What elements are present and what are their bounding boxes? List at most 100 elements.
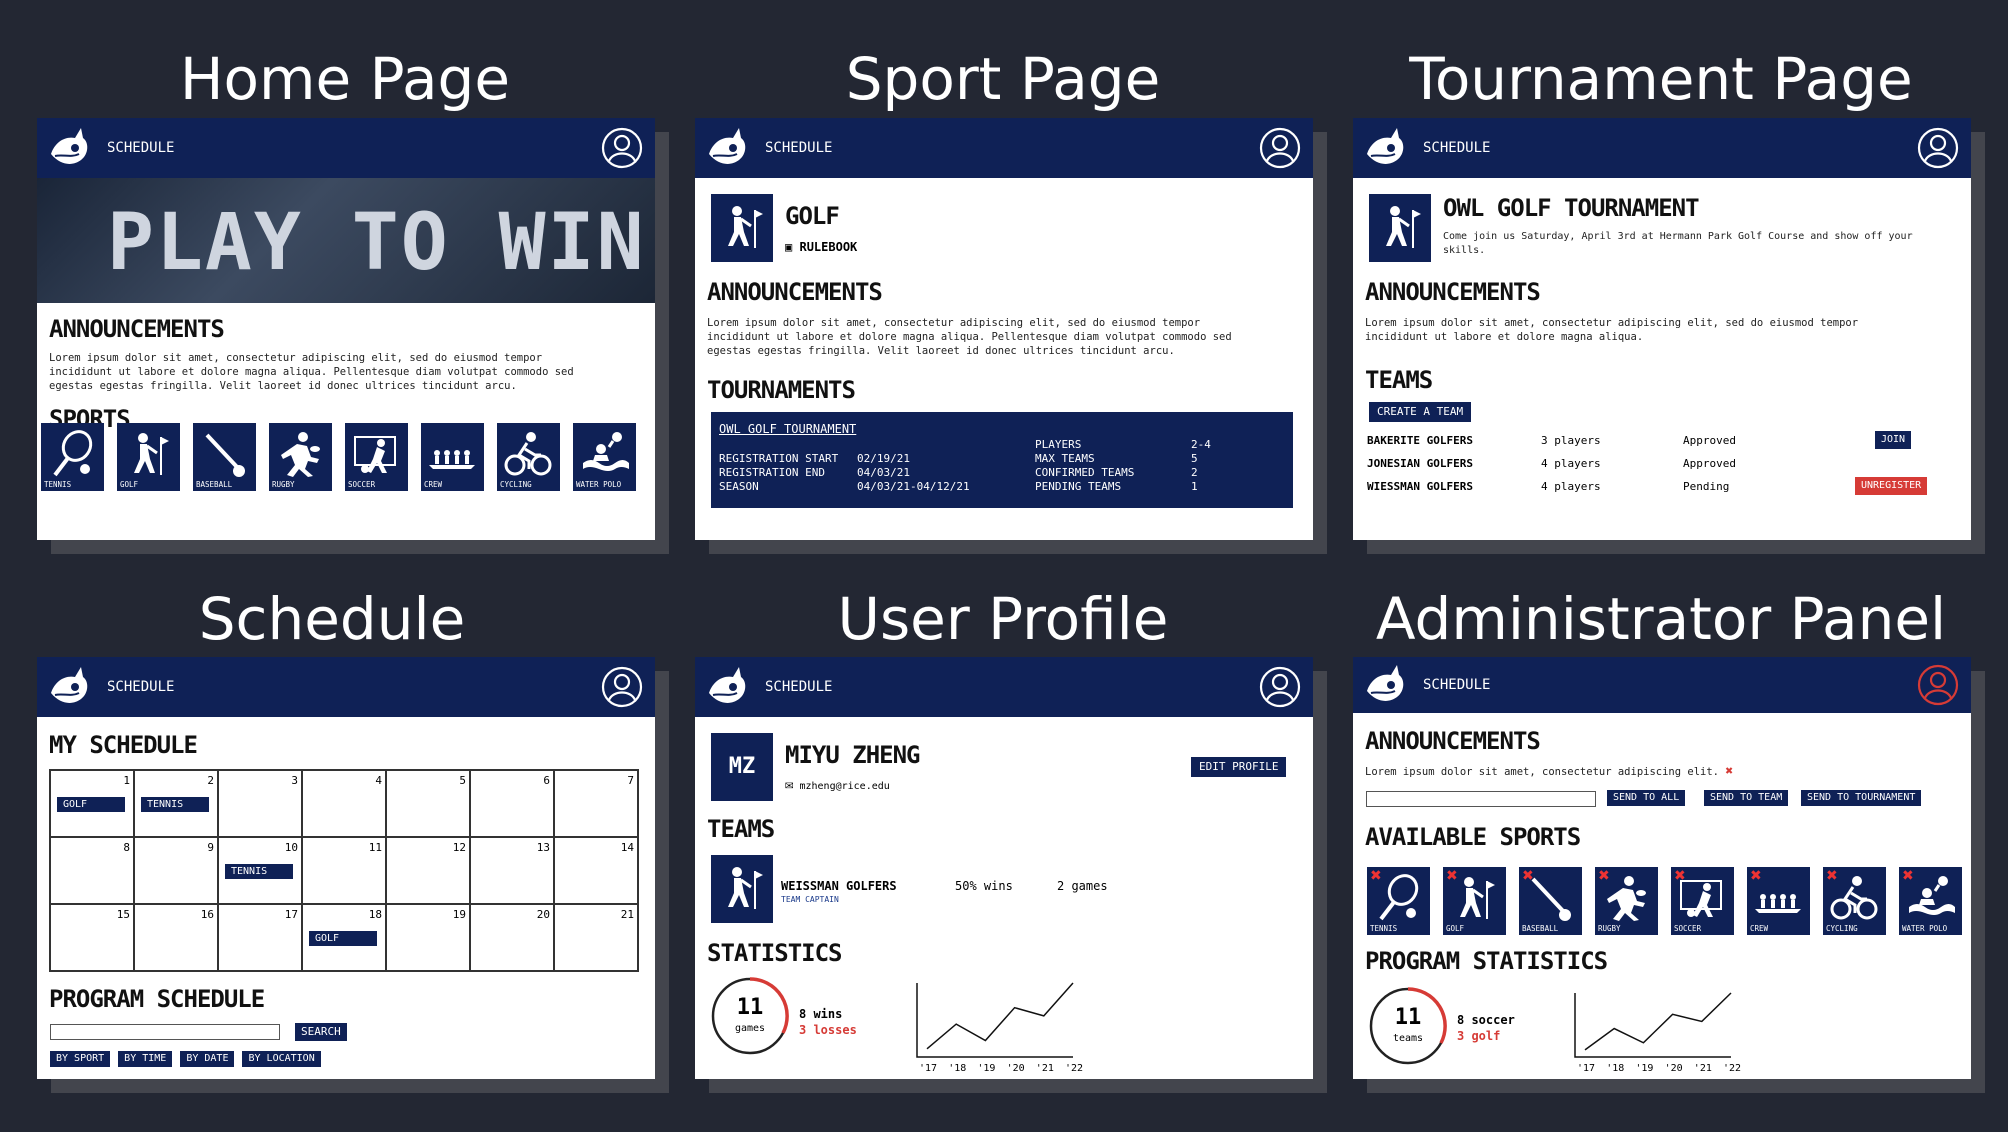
remove-sport-icon[interactable]: ✖ bbox=[1674, 868, 1686, 884]
remove-sport-icon[interactable]: ✖ bbox=[1826, 868, 1838, 884]
sport-tile-tennis[interactable]: TENNIS bbox=[41, 423, 104, 491]
calendar-day[interactable]: 1 GOLF bbox=[49, 769, 135, 838]
calendar-day[interactable]: 15 bbox=[49, 903, 135, 972]
sport-tile-cycling[interactable]: CYCLING bbox=[497, 423, 560, 491]
schedule-link[interactable]: SCHEDULE bbox=[765, 679, 833, 695]
schedule-link[interactable]: SCHEDULE bbox=[107, 679, 175, 695]
sport-tile-water-polo[interactable]: WATER POLO bbox=[573, 423, 636, 491]
edit-profile-button[interactable]: EDIT PROFILE bbox=[1191, 757, 1287, 777]
owl-logo-icon[interactable] bbox=[1361, 124, 1409, 172]
user-icon[interactable] bbox=[1259, 666, 1301, 708]
calendar-day[interactable]: 10 TENNIS bbox=[217, 836, 303, 905]
sport-tile-water-polo[interactable]: WATER POLO ✖ bbox=[1899, 867, 1962, 935]
sport-tile-golf[interactable]: GOLF ✖ bbox=[1443, 867, 1506, 935]
home-page-title: Home Page bbox=[179, 45, 511, 113]
calendar-day[interactable]: 13 bbox=[469, 836, 555, 905]
tournament-page-title: Tournament Page bbox=[1409, 45, 1913, 113]
team-name[interactable]: WEISSMAN GOLFERS bbox=[781, 879, 897, 893]
remove-sport-icon[interactable]: ✖ bbox=[1902, 868, 1914, 884]
day-number: 4 bbox=[375, 774, 382, 787]
remove-sport-icon[interactable]: ✖ bbox=[1522, 868, 1534, 884]
calendar-day[interactable]: 18 GOLF bbox=[301, 903, 387, 972]
golf-icon bbox=[1369, 194, 1431, 262]
sport-tile-soccer[interactable]: SOCCER bbox=[345, 423, 408, 491]
sport-tile-tennis[interactable]: TENNIS ✖ bbox=[1367, 867, 1430, 935]
calendar-day[interactable]: 3 bbox=[217, 769, 303, 838]
rugby-icon bbox=[1607, 876, 1646, 921]
filter-by-time-button[interactable]: BY TIME bbox=[118, 1051, 173, 1067]
search-input[interactable] bbox=[50, 1024, 280, 1040]
tournament-name-link[interactable]: OWL GOLF TOURNAMENT bbox=[719, 422, 857, 436]
send-to-all-button[interactable]: SEND TO ALL bbox=[1607, 790, 1686, 806]
schedule-link[interactable]: SCHEDULE bbox=[1423, 677, 1491, 693]
chart-axes bbox=[916, 983, 1073, 1058]
filter-by-location-button[interactable]: BY LOCATION bbox=[242, 1051, 321, 1067]
team-status: Approved bbox=[1683, 457, 1736, 470]
calendar-day[interactable]: 20 bbox=[469, 903, 555, 972]
sport-tile-golf[interactable]: GOLF bbox=[117, 423, 180, 491]
sport-tile-label: GOLF bbox=[1446, 924, 1465, 933]
filter-by-sport-button[interactable]: BY SPORT bbox=[50, 1051, 111, 1067]
calendar-day[interactable]: 11 bbox=[301, 836, 387, 905]
remove-sport-icon[interactable]: ✖ bbox=[1446, 868, 1458, 884]
calendar-day[interactable]: 14 bbox=[553, 836, 639, 905]
calendar-event[interactable]: TENNIS bbox=[141, 797, 209, 812]
schedule-link[interactable]: SCHEDULE bbox=[765, 140, 833, 156]
calendar-day[interactable]: 8 bbox=[49, 836, 135, 905]
unregister-button[interactable]: UNREGISTER bbox=[1855, 477, 1928, 495]
calendar-day[interactable]: 6 bbox=[469, 769, 555, 838]
user-icon[interactable] bbox=[1259, 127, 1301, 169]
calendar-event[interactable]: TENNIS bbox=[225, 864, 293, 879]
calendar-day[interactable]: 19 bbox=[385, 903, 471, 972]
owl-logo-icon[interactable] bbox=[45, 663, 93, 711]
remove-sport-icon[interactable]: ✖ bbox=[1598, 868, 1610, 884]
search-button[interactable]: SEARCH bbox=[295, 1023, 347, 1041]
sport-tile-baseball[interactable]: BASEBALL bbox=[193, 423, 256, 491]
chart-series-line bbox=[1584, 992, 1732, 1051]
join-button[interactable]: JOIN bbox=[1875, 431, 1912, 449]
calendar-day[interactable]: 21 bbox=[553, 903, 639, 972]
admin-user-icon[interactable] bbox=[1917, 664, 1959, 706]
calendar-day[interactable]: 12 bbox=[385, 836, 471, 905]
owl-logo-icon[interactable] bbox=[1361, 661, 1409, 709]
send-to-team-button[interactable]: SEND TO TEAM bbox=[1704, 790, 1789, 806]
calendar-day[interactable]: 16 bbox=[133, 903, 219, 972]
calendar-day[interactable]: 17 bbox=[217, 903, 303, 972]
sport-tile-crew[interactable]: CREW ✖ bbox=[1747, 867, 1810, 935]
day-number: 2 bbox=[207, 774, 214, 787]
owl-logo-icon[interactable] bbox=[703, 663, 751, 711]
remove-sport-icon[interactable]: ✖ bbox=[1370, 868, 1382, 884]
sport-tile-rugby[interactable]: RUGBY bbox=[269, 423, 332, 491]
calendar-event[interactable]: GOLF bbox=[57, 797, 125, 812]
schedule-link[interactable]: SCHEDULE bbox=[1423, 140, 1491, 156]
calendar-day[interactable]: 5 bbox=[385, 769, 471, 838]
day-number: 8 bbox=[123, 841, 130, 854]
sport-tile-label: SOCCER bbox=[1674, 924, 1702, 933]
calendar-day[interactable]: 7 bbox=[553, 769, 639, 838]
user-icon[interactable] bbox=[601, 666, 643, 708]
calendar-day[interactable]: 2 TENNIS bbox=[133, 769, 219, 838]
user-icon[interactable] bbox=[1917, 127, 1959, 169]
filter-by-date-button[interactable]: BY DATE bbox=[180, 1051, 235, 1067]
announcement-input[interactable] bbox=[1366, 791, 1596, 807]
schedule-link[interactable]: SCHEDULE bbox=[107, 140, 175, 156]
user-icon[interactable] bbox=[601, 127, 643, 169]
rulebook-link[interactable]: ▣ RULEBOOK bbox=[785, 240, 857, 254]
sport-tile-baseball[interactable]: BASEBALL ✖ bbox=[1519, 867, 1582, 935]
tournament-card[interactable]: OWL GOLF TOURNAMENT REGISTRATION START R… bbox=[711, 412, 1293, 508]
sport-tile-rugby[interactable]: RUGBY ✖ bbox=[1595, 867, 1658, 935]
day-number: 13 bbox=[536, 841, 550, 854]
remove-sport-icon[interactable]: ✖ bbox=[1750, 868, 1762, 884]
send-to-tournament-button[interactable]: SEND TO TOURNAMENT bbox=[1801, 790, 1922, 806]
sport-tile-crew[interactable]: CREW bbox=[421, 423, 484, 491]
season-value: 04/03/21-04/12/21 bbox=[857, 480, 970, 493]
sport-tile-soccer[interactable]: SOCCER ✖ bbox=[1671, 867, 1734, 935]
calendar-event[interactable]: GOLF bbox=[309, 931, 377, 946]
calendar-day[interactable]: 9 bbox=[133, 836, 219, 905]
owl-logo-icon[interactable] bbox=[703, 124, 751, 172]
calendar-day[interactable]: 4 bbox=[301, 769, 387, 838]
sport-tile-cycling[interactable]: CYCLING ✖ bbox=[1823, 867, 1886, 935]
owl-logo-icon[interactable] bbox=[45, 124, 93, 172]
delete-announcement-icon[interactable]: ✖ bbox=[1725, 764, 1734, 779]
create-team-button[interactable]: CREATE A TEAM bbox=[1369, 402, 1472, 422]
